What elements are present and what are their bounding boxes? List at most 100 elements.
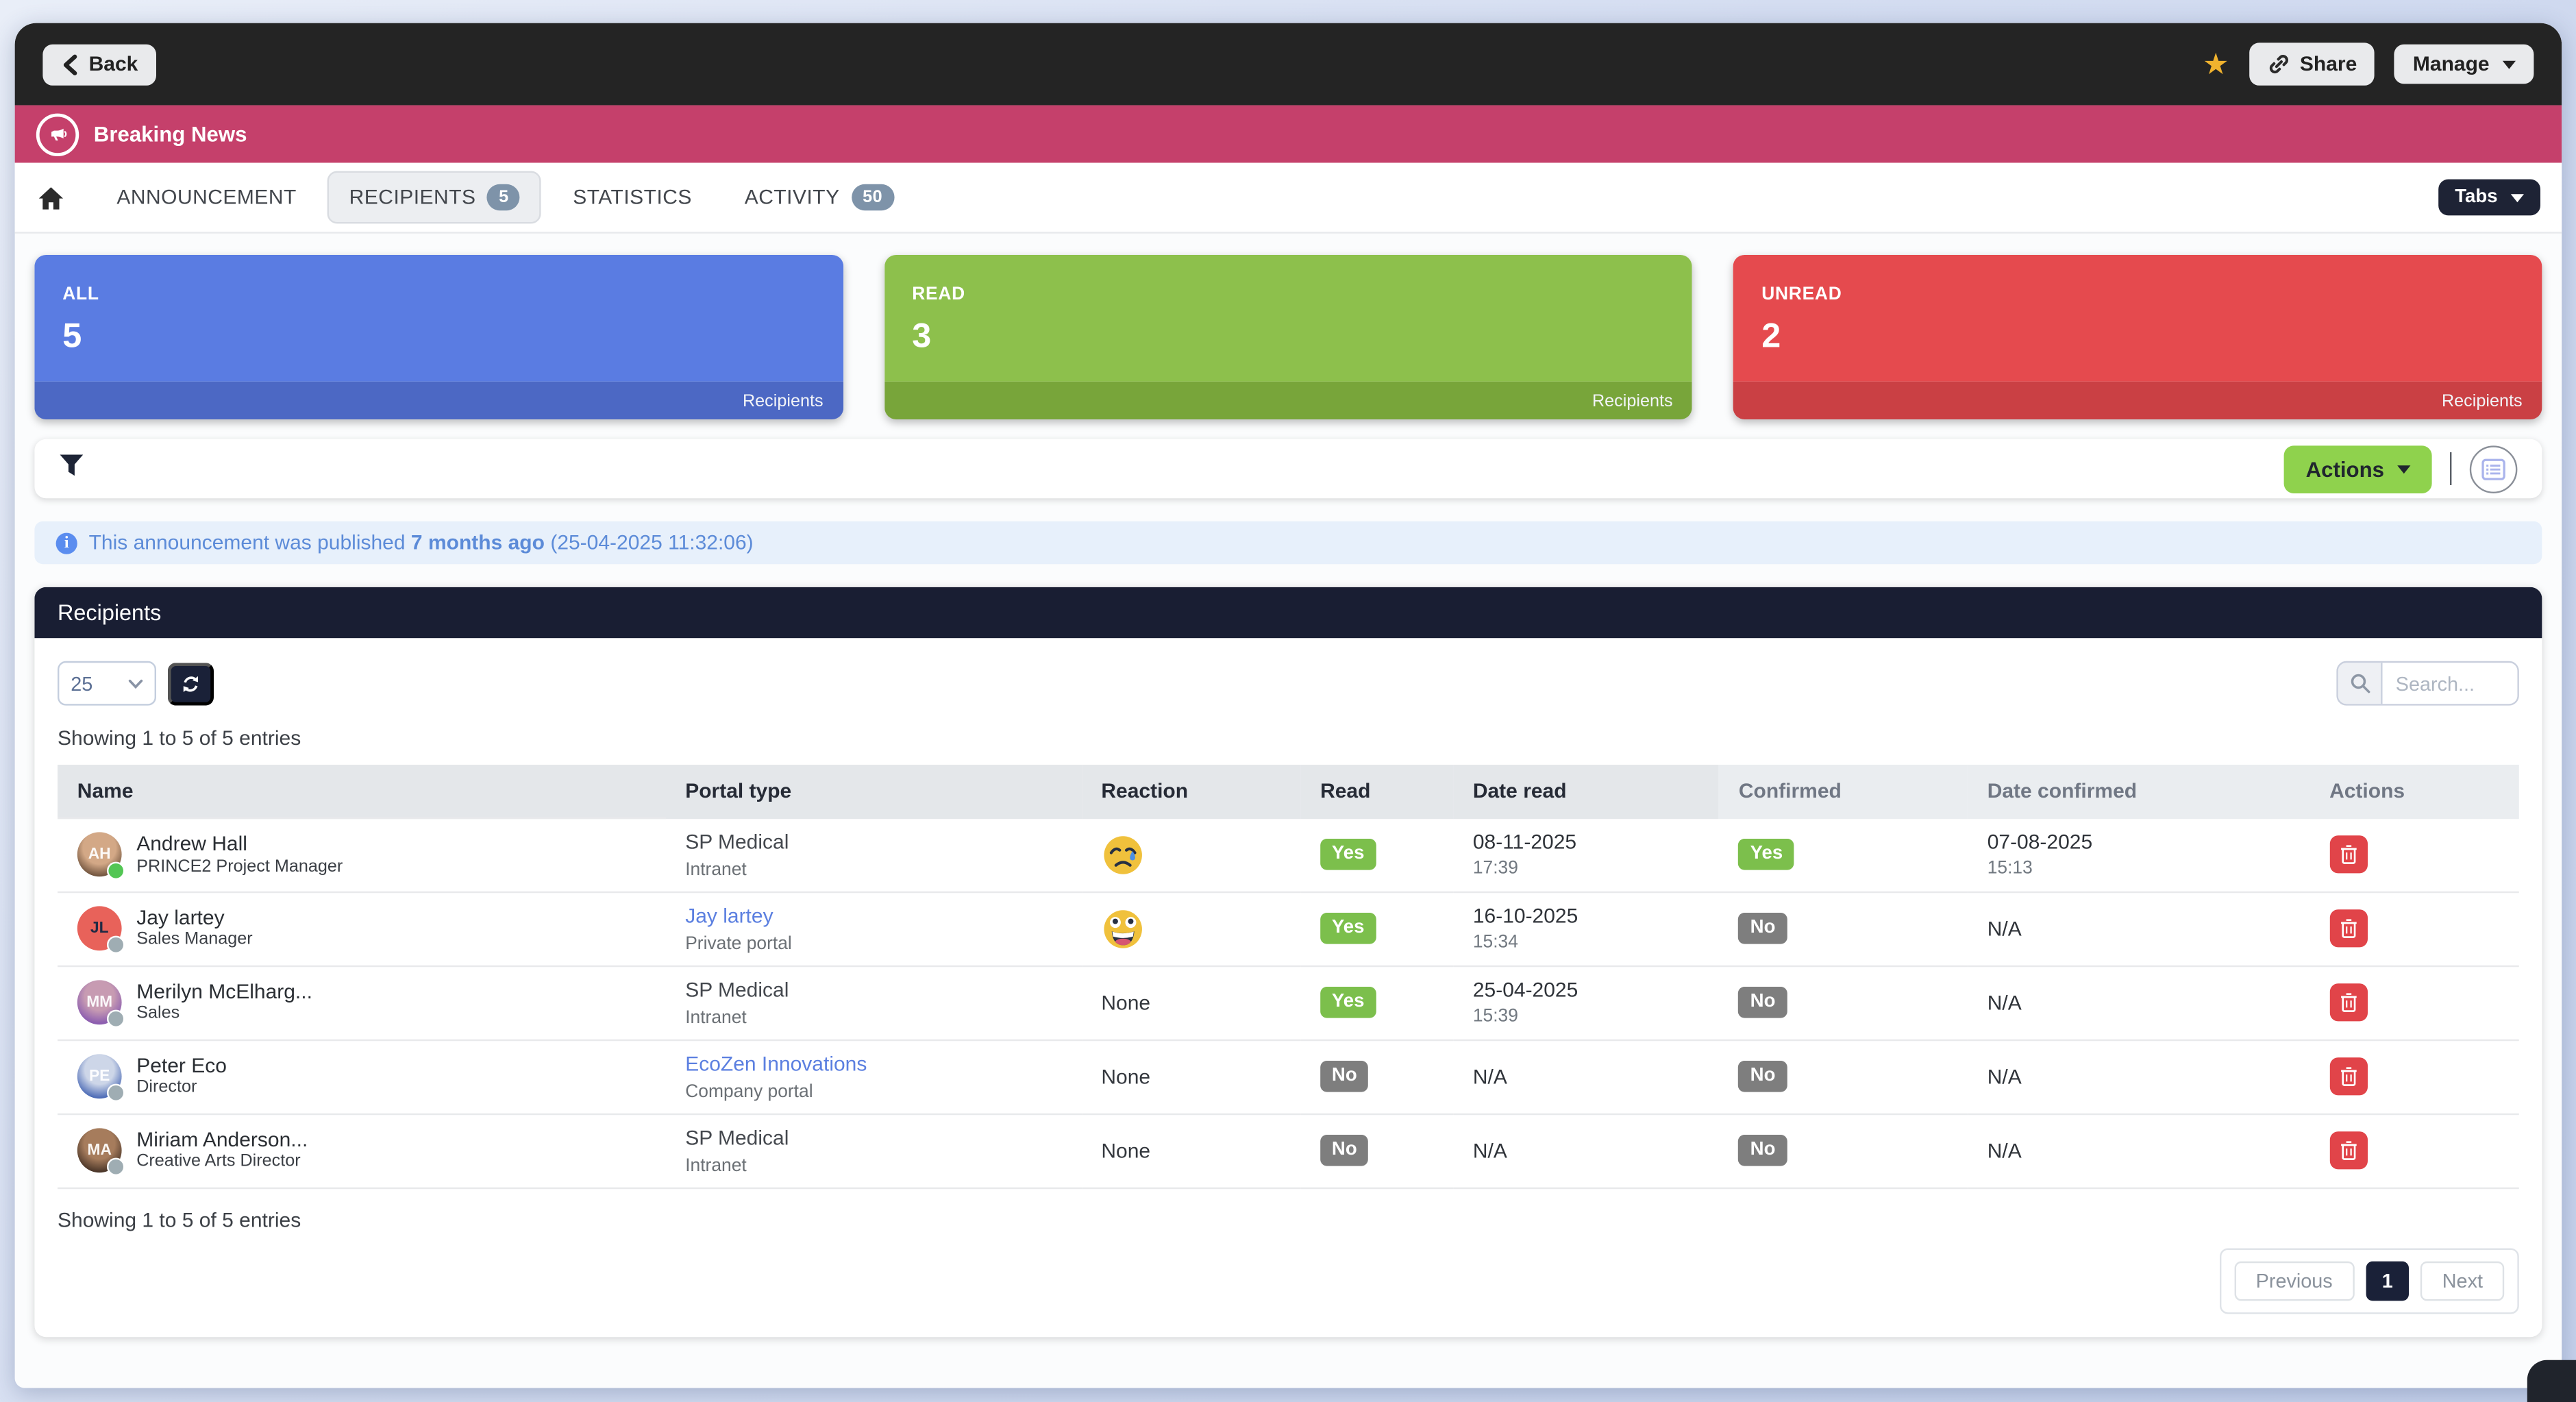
actions-label: Actions xyxy=(2305,456,2385,481)
stat-card-read[interactable]: READ 3 Recipients xyxy=(884,255,1693,419)
divider xyxy=(2450,452,2452,485)
tab-statistics[interactable]: STATISTICS xyxy=(552,173,713,222)
date-read: N/A xyxy=(1472,1065,1507,1088)
card-view-toggle-button[interactable] xyxy=(2469,445,2518,493)
filter-toolbar: Actions xyxy=(34,439,2542,499)
delete-button[interactable] xyxy=(2329,835,2368,874)
filter-icon[interactable] xyxy=(59,452,84,486)
tabs-dropdown-button[interactable]: Tabs xyxy=(2438,179,2541,216)
column-header-name[interactable]: Name xyxy=(58,765,666,818)
current-page-button[interactable]: 1 xyxy=(2365,1260,2410,1301)
avatar-initials: AH xyxy=(88,846,111,864)
status-dot-away xyxy=(107,935,125,954)
stat-card-unread[interactable]: UNREAD 2 Recipients xyxy=(1733,255,2542,419)
portal-type: Intranet xyxy=(685,1007,747,1027)
actions-dropdown-button[interactable]: Actions xyxy=(2284,445,2432,493)
column-header-confirmed[interactable]: Confirmed xyxy=(1719,765,1968,818)
stat-value: 3 xyxy=(912,317,932,356)
portal-name-link[interactable]: EcoZen Innovations xyxy=(685,1051,867,1075)
page-size-select[interactable]: 25 xyxy=(58,661,157,706)
portal-name: SP Medical xyxy=(685,829,789,853)
panel-title: Recipients xyxy=(34,587,2542,639)
avatar: AH xyxy=(77,833,125,881)
manage-label: Manage xyxy=(2412,52,2490,75)
date-confirmed: N/A xyxy=(1987,917,2022,940)
time-read: 15:34 xyxy=(1472,932,1518,952)
delete-button[interactable] xyxy=(2329,983,2368,1022)
search-input[interactable] xyxy=(2382,663,2518,704)
trash-icon xyxy=(2340,1141,2357,1160)
stat-footer: Recipients xyxy=(1733,381,2542,419)
date-confirmed: 07-08-2025 xyxy=(1987,831,2093,854)
column-header-date-read[interactable]: Date read xyxy=(1453,765,1720,818)
date-read: N/A xyxy=(1472,1139,1507,1162)
back-button[interactable]: Back xyxy=(42,43,156,85)
chevron-down-icon xyxy=(2502,60,2516,69)
read-badge: Yes xyxy=(1320,987,1376,1018)
tab-recipients[interactable]: RECIPIENTS 5 xyxy=(327,170,542,225)
recipient-name: Miriam Anderson... xyxy=(136,1128,308,1152)
alert-text-timestamp: (25-04-2025 11:32:06) xyxy=(550,531,754,554)
column-header-portal-type[interactable]: Portal type xyxy=(665,765,1082,818)
avatar: JL xyxy=(77,906,125,954)
back-label: Back xyxy=(88,52,138,75)
portal-name-link[interactable]: Jay lartey xyxy=(685,903,773,927)
alert-text: This announcement was published 7 months… xyxy=(89,531,754,554)
showing-entries-top: Showing 1 to 5 of 5 entries xyxy=(58,726,301,750)
stat-value: 2 xyxy=(1761,317,1781,356)
tab-activity[interactable]: ACTIVITY 50 xyxy=(723,171,916,224)
status-dot-away xyxy=(107,1157,125,1177)
megaphone-icon xyxy=(36,112,79,156)
trash-icon xyxy=(2340,845,2357,864)
tab-announcement[interactable]: ANNOUNCEMENT xyxy=(95,173,318,222)
showing-entries-bottom: Showing 1 to 5 of 5 entries xyxy=(58,1207,301,1231)
trash-icon xyxy=(2340,993,2357,1012)
column-header-read[interactable]: Read xyxy=(1300,765,1454,818)
recipient-name: Peter Eco xyxy=(136,1054,227,1078)
portal-type: Private portal xyxy=(685,933,792,953)
table-row: PE Peter Eco Director EcoZen Innovations… xyxy=(58,1038,2519,1115)
tab-count-badge: 5 xyxy=(487,184,521,211)
announcement-banner: Breaking News xyxy=(14,105,2562,163)
refresh-button[interactable] xyxy=(167,662,214,705)
page-content: ALL 5 Recipients READ 3 Recipients UNREA… xyxy=(15,234,2562,1363)
manage-button[interactable]: Manage xyxy=(2394,44,2534,85)
stat-card-all[interactable]: ALL 5 Recipients xyxy=(34,255,843,419)
search-icon xyxy=(2338,663,2383,704)
date-read: 25-04-2025 xyxy=(1472,979,1578,1002)
reaction-none: None xyxy=(1101,1065,1151,1088)
delete-button[interactable] xyxy=(2329,1131,2368,1170)
column-header-date-confirmed[interactable]: Date confirmed xyxy=(1967,765,2310,818)
next-page-button[interactable]: Next xyxy=(2420,1260,2505,1301)
tab-count-badge: 50 xyxy=(851,184,894,211)
recipient-role: Creative Arts Director xyxy=(136,1151,301,1172)
read-badge: No xyxy=(1320,1135,1369,1166)
portal-name: SP Medical xyxy=(685,1125,789,1149)
table-row: MA Miriam Anderson... Creative Arts Dire… xyxy=(58,1112,2519,1189)
app-window: Back ★ Share Manage xyxy=(14,23,2562,1388)
chevron-down-icon xyxy=(128,678,143,688)
reaction-none: None xyxy=(1101,991,1151,1014)
delete-button[interactable] xyxy=(2329,909,2368,948)
avatar: MA xyxy=(77,1128,125,1177)
share-button[interactable]: Share xyxy=(2249,42,2375,86)
link-icon xyxy=(2269,55,2288,74)
tab-navigation: ANNOUNCEMENT RECIPIENTS 5 STATISTICS ACT… xyxy=(14,162,2562,234)
previous-page-button[interactable]: Previous xyxy=(2234,1260,2354,1301)
portal-type: Intranet xyxy=(685,1155,747,1175)
favorite-star-icon[interactable]: ★ xyxy=(2202,47,2229,81)
column-header-reaction[interactable]: Reaction xyxy=(1081,765,1301,818)
status-dot-online xyxy=(107,862,125,881)
delete-button[interactable] xyxy=(2329,1057,2368,1096)
reaction-none: None xyxy=(1101,1139,1151,1162)
table-controls: 25 xyxy=(58,661,2519,706)
stat-label: READ xyxy=(912,284,965,305)
chevron-down-icon xyxy=(2510,193,2525,201)
home-icon[interactable] xyxy=(36,184,66,212)
date-confirmed: N/A xyxy=(1987,1065,2022,1088)
read-badge: Yes xyxy=(1320,839,1376,870)
time-confirmed: 15:13 xyxy=(1987,858,2033,878)
recipient-name: Merilyn McElharg... xyxy=(136,980,312,1004)
time-read: 15:39 xyxy=(1472,1006,1518,1026)
reaction-cry-emoji-icon xyxy=(1103,835,1142,874)
